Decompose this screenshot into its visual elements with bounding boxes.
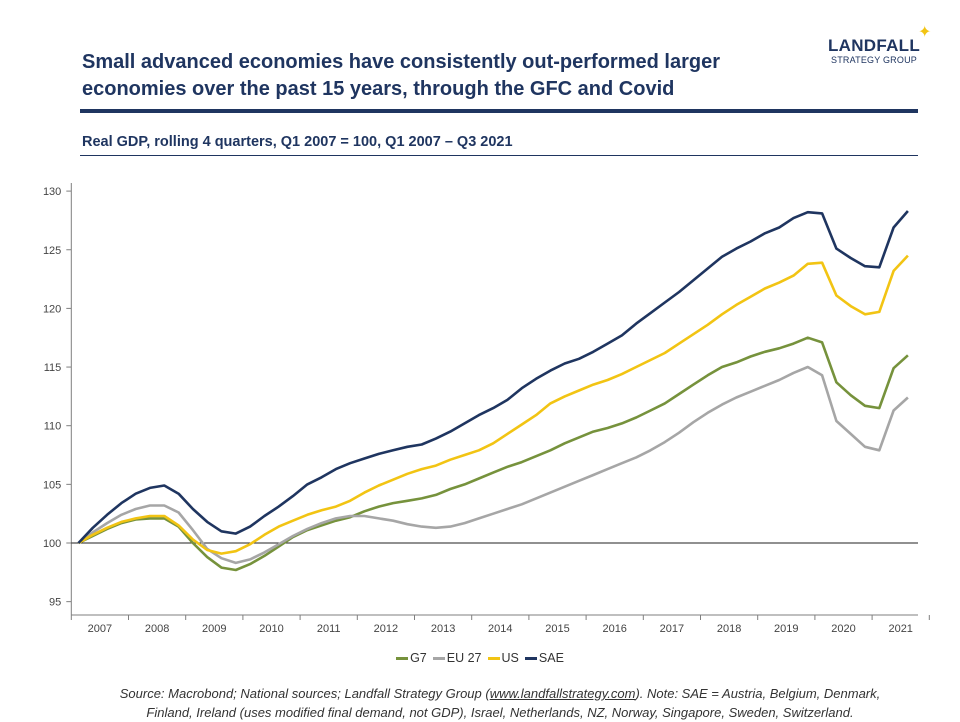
- y-tick-label: 125: [43, 245, 61, 257]
- x-tick-label: 2007: [88, 623, 112, 635]
- legend-swatch: [396, 657, 409, 661]
- legend-item: SAE: [524, 651, 564, 665]
- line-chart: 95 100 105 110 115 120 125 130 2007 2008 2009 2010 2…: [43, 183, 930, 635]
- y-tick-label: 110: [44, 421, 62, 433]
- x-tick-label: 2018: [717, 623, 741, 635]
- logo-tagline: STRATEGY GROUP: [831, 55, 917, 65]
- headline-line-1: Small advanced economies have consistent…: [82, 51, 720, 73]
- x-tick-label: 2011: [317, 623, 341, 635]
- series-line-eu27: [77, 365, 909, 565]
- y-tick-label: 115: [44, 362, 62, 374]
- chart-subtitle: Real GDP, rolling 4 quarters, Q1 2007 = …: [82, 134, 513, 150]
- star-icon: ✦: [918, 24, 932, 41]
- series-line-sae: [77, 210, 909, 544]
- x-tick-label: 2009: [202, 623, 226, 635]
- legend-label: SAE: [538, 651, 564, 665]
- legend-item: G7: [396, 651, 427, 665]
- subtitle-divider: [80, 155, 918, 156]
- x-tick-label: 2010: [259, 623, 283, 635]
- source-line-2: Finland, Ireland (uses modified final de…: [146, 705, 854, 720]
- x-tick-label: 2012: [374, 623, 398, 635]
- x-tick-label: 2017: [660, 623, 684, 635]
- y-tick-label: 95: [49, 597, 61, 609]
- y-tick-label: 130: [43, 186, 61, 198]
- y-tick-label: 100: [43, 538, 61, 550]
- legend-swatch: [432, 657, 445, 661]
- header-divider: [80, 109, 918, 113]
- legend-item: US: [487, 651, 519, 665]
- legend: G7 EU 27 US SAE: [0, 651, 960, 665]
- source-note: Source: Macrobond; National sources; Lan…: [60, 684, 940, 722]
- x-tick-label: 2021: [888, 623, 912, 635]
- x-tick-label: 2013: [431, 623, 455, 635]
- x-tick-label: 2020: [831, 623, 855, 635]
- x-tick-label: 2019: [774, 623, 798, 635]
- x-tick-label: 2016: [602, 623, 626, 635]
- legend-label: US: [501, 651, 519, 665]
- headline-line-2: economies over the past 15 years, throug…: [82, 78, 675, 100]
- y-tick-label: 105: [43, 479, 61, 491]
- legend-swatch: [524, 657, 537, 661]
- logo-wordmark: LANDFALL: [827, 36, 921, 55]
- source-prefix: Source: Macrobond; National sources; Lan…: [119, 686, 490, 701]
- x-tick-label: 2014: [488, 623, 512, 635]
- legend-swatch: [487, 657, 500, 661]
- y-tick-label: 120: [43, 303, 61, 315]
- series-line-us: [77, 254, 909, 555]
- landfall-logo: ✦ LANDFALL STRATEGY GROUP: [826, 24, 931, 65]
- legend-item: EU 27: [432, 651, 482, 665]
- x-tick-label: 2008: [145, 623, 169, 635]
- chart-headline: Small advanced economies have consistent…: [82, 49, 782, 103]
- x-tick-label: 2015: [545, 623, 569, 635]
- series-line-g7: [77, 336, 909, 572]
- source-link[interactable]: www.landfallstrategy.com: [489, 686, 636, 701]
- legend-label: G7: [410, 651, 427, 665]
- source-suffix: ). Note: SAE = Austria, Belgium, Denmark…: [635, 686, 881, 701]
- legend-label: EU 27: [446, 651, 482, 665]
